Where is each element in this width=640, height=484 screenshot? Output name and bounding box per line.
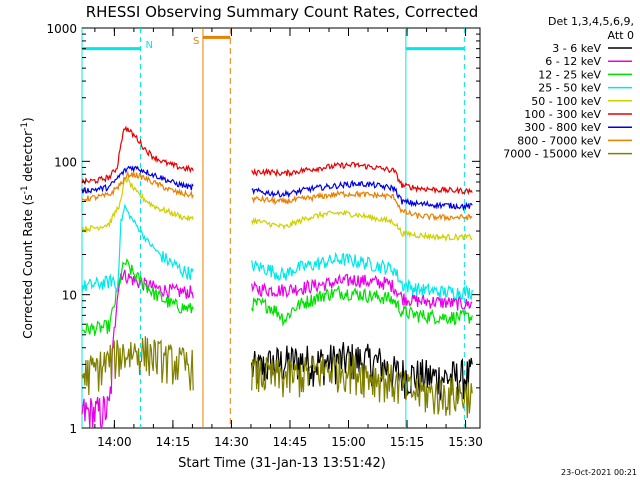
legend-label: 12 - 25 keV — [538, 68, 601, 81]
y-axis-label-sup2: -1 — [20, 122, 30, 131]
series-line-1-1 — [251, 273, 473, 311]
series-line-2-1 — [251, 285, 473, 327]
legend-label: 25 - 50 keV — [538, 82, 601, 95]
series-line-8-0 — [81, 336, 194, 396]
interval-saa-1: S — [193, 28, 231, 428]
legend-label: 300 - 800 keV — [524, 121, 601, 134]
chart-title: RHESSI Observing Summary Count Rates, Co… — [86, 3, 479, 21]
y-tick-label-0: 1 — [69, 422, 77, 436]
series-line-8-1 — [251, 351, 473, 419]
y-axis-label-end: ) — [21, 117, 35, 122]
series-line-6-0 — [81, 165, 194, 194]
series-line-3-0 — [81, 203, 194, 293]
y-axis-label: Corrected Count Rate (s-1 detector-1) — [20, 117, 35, 338]
x-axis-label: Start Time (31-Jan-13 13:51:42) — [178, 456, 386, 471]
legend-label: 6 - 12 keV — [545, 55, 601, 68]
series-line-0-1 — [251, 342, 473, 401]
y-axis-label-main: Corrected Count Rate (s — [21, 194, 35, 338]
series-line-6-1 — [251, 179, 473, 212]
x-tick-label-2: 14:30 — [214, 435, 249, 449]
x-tick-label-5: 15:15 — [390, 435, 425, 449]
series-line-4-0 — [81, 176, 194, 234]
y-axis-label-mid: detector — [21, 131, 35, 186]
series-line-7-0 — [81, 170, 194, 203]
legend-title: Det 1,3,4,5,6,9, — [548, 15, 634, 28]
legend-item-2: 12 - 25 keV — [538, 68, 632, 81]
y-axis-label-sup1: -1 — [20, 185, 30, 194]
x-tick-label-6: 15:30 — [448, 435, 483, 449]
interval-night-2 — [405, 28, 465, 428]
legend-item-4: 50 - 100 keV — [531, 95, 632, 108]
x-tick-label-3: 14:45 — [273, 435, 308, 449]
legend-item-0: 3 - 6 keV — [552, 42, 632, 55]
axes: 1 10 100 1000 14:00 14:15 14:30 14:45 15:00 15:15… — [46, 22, 482, 449]
series-line-5-0 — [81, 125, 194, 186]
legend-label: 800 - 7000 keV — [517, 134, 601, 147]
legend-item-3: 25 - 50 keV — [538, 82, 632, 95]
interval-label: S — [193, 36, 199, 47]
legend-item-6: 300 - 800 keV — [524, 121, 632, 134]
legend-subtitle: Att 0 — [608, 29, 634, 42]
x-tick-label-4: 15:00 — [331, 435, 366, 449]
legend-item-5: 100 - 300 keV — [524, 108, 632, 121]
series-line-3-1 — [251, 251, 473, 302]
legend-label: 50 - 100 keV — [531, 95, 601, 108]
footer-date: 23-Oct-2021 00:21 — [561, 468, 637, 477]
interval-label: N — [146, 40, 153, 51]
series-line-7-1 — [251, 189, 473, 222]
y-tick-label-3: 1000 — [46, 22, 77, 36]
x-tick-label-1: 14:15 — [156, 435, 191, 449]
legend-label: 7000 - 15000 keV — [503, 148, 601, 161]
legend-label: 3 - 6 keV — [552, 42, 601, 55]
series-line-5-1 — [251, 161, 473, 196]
legend-item-8: 7000 - 15000 keV — [503, 148, 632, 161]
series-line-4-1 — [251, 209, 473, 242]
y-tick-label-1: 10 — [62, 289, 77, 303]
legend-item-7: 800 - 7000 keV — [517, 134, 632, 147]
series-line-1-0 — [81, 269, 194, 431]
series-line-2-0 — [81, 258, 194, 336]
legend-item-1: 6 - 12 keV — [545, 55, 632, 68]
legend-label: 100 - 300 keV — [524, 108, 601, 121]
x-tick-label-0: 14:00 — [97, 435, 132, 449]
series-lines — [81, 125, 473, 431]
y-tick-label-2: 100 — [54, 155, 77, 169]
